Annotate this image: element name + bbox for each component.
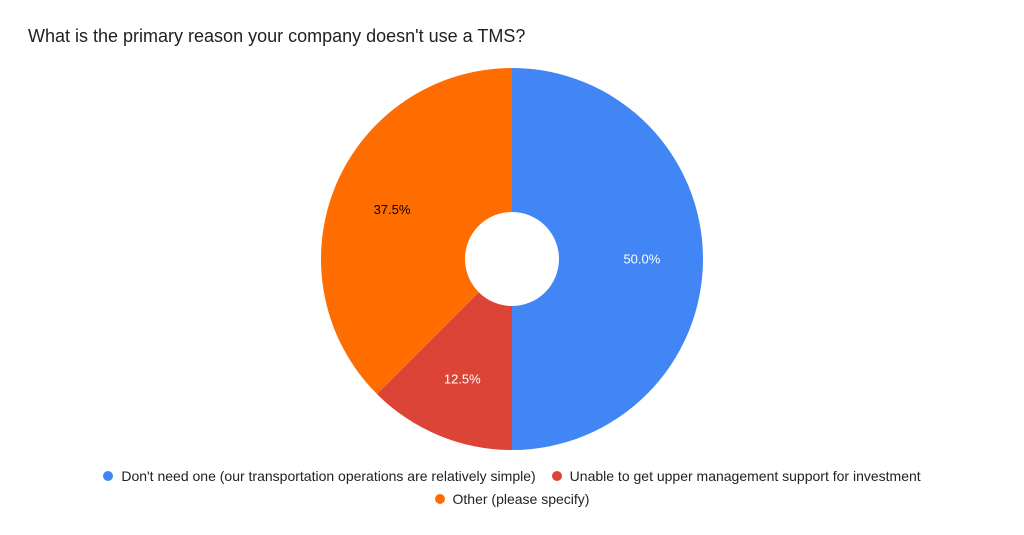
slice-dont-need-one-value-label: 50.0% [623,252,660,267]
legend-item-other[interactable]: Other (please specify) [434,491,590,507]
slice-other[interactable] [321,68,512,395]
legend-swatch-unable-to-get-support [551,471,562,481]
slice-unable-to-get-support-value-label: 12.5% [444,371,481,386]
slice-unable-to-get-support[interactable] [376,292,512,450]
legend-item-dont-need-one[interactable]: Don't need one (our transportation opera… [103,468,536,484]
legend-swatch-dont-need-one [103,471,114,481]
legend-label-unable-to-get-support: Unable to get upper management support f… [569,468,921,484]
legend-swatch-other [434,494,445,504]
slice-other-value-label: 37.5% [374,202,411,217]
legend-label-dont-need-one: Don't need one (our transportation opera… [121,468,536,484]
legend-label-other: Other (please specify) [452,491,590,507]
legend-item-unable-to-get-support[interactable]: Unable to get upper management support f… [551,468,921,484]
legend-row-1: Don't need one (our transportation opera… [0,468,1024,484]
legend-row-2: Other (please specify) [0,491,1024,507]
chart-title: What is the primary reason your company … [28,26,526,46]
slice-dont-need-one[interactable] [512,68,703,450]
